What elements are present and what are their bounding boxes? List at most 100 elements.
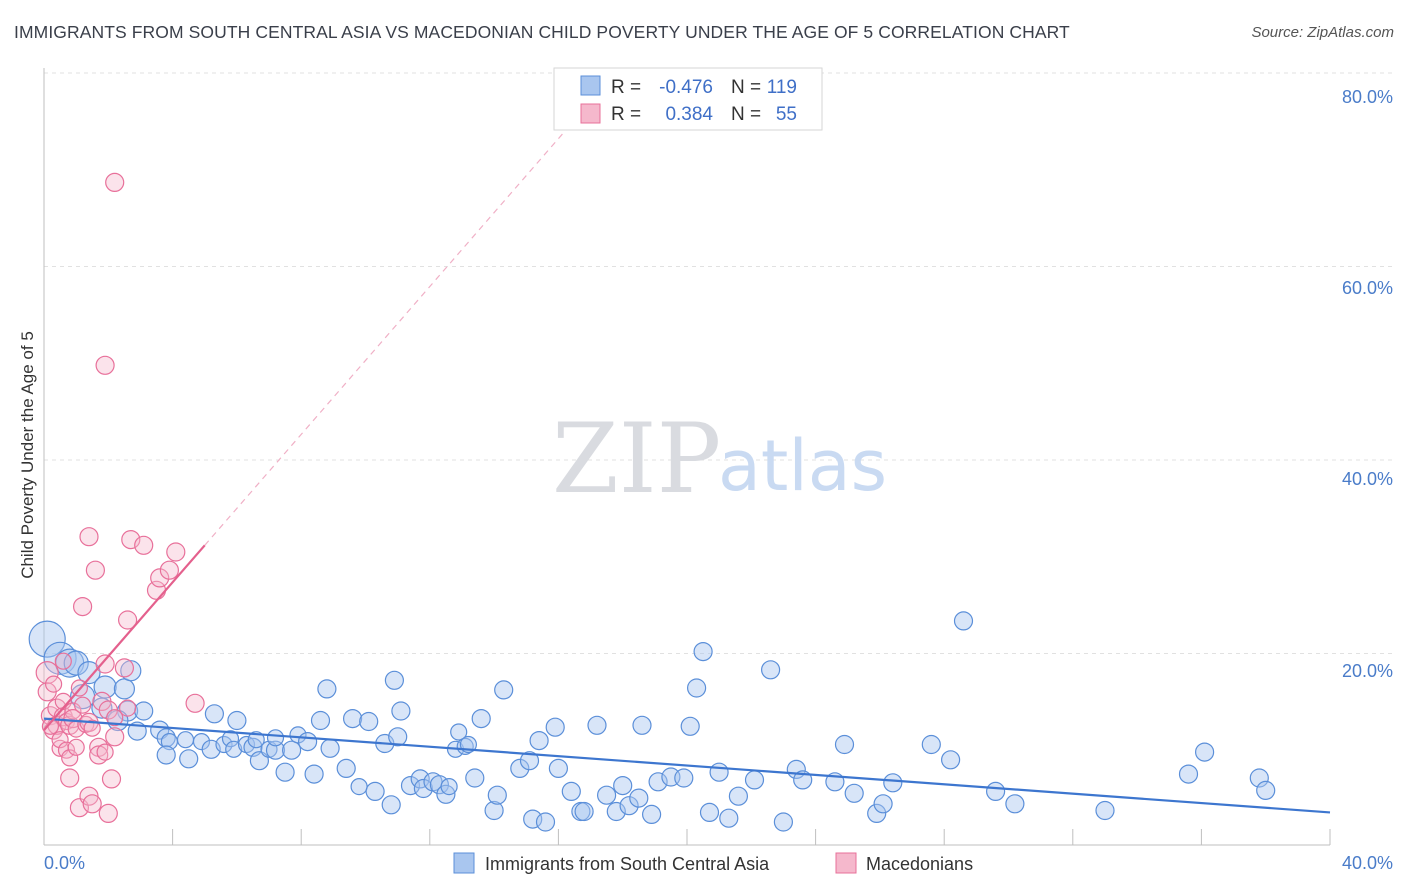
point-south-central-asia xyxy=(641,804,662,825)
point-south-central-asia xyxy=(686,678,707,698)
point-south-central-asia xyxy=(450,723,468,741)
point-macedonians xyxy=(117,610,138,630)
point-south-central-asia xyxy=(1194,742,1215,762)
point-macedonians xyxy=(114,658,135,678)
point-south-central-asia xyxy=(336,758,356,779)
point-macedonians xyxy=(67,738,85,756)
stats-n-label-blue: N = xyxy=(731,77,761,98)
point-macedonians xyxy=(44,675,63,693)
point-macedonians xyxy=(82,794,102,814)
point-south-central-asia xyxy=(629,788,649,808)
trendline-macedonians-extension xyxy=(204,119,575,546)
point-macedonians xyxy=(134,535,154,555)
point-macedonians xyxy=(51,731,69,749)
point-south-central-asia xyxy=(384,670,404,690)
grid-layer xyxy=(44,72,1392,654)
point-south-central-asia xyxy=(359,711,379,732)
stats-r-label-blue: R = xyxy=(611,77,641,98)
point-macedonians xyxy=(79,527,99,547)
point-macedonians xyxy=(95,654,115,674)
point-macedonians xyxy=(41,717,60,735)
point-macedonians xyxy=(73,696,92,714)
legend-swatch-south-central-asia xyxy=(453,852,475,874)
point-south-central-asia xyxy=(1005,794,1025,814)
point-south-central-asia xyxy=(699,802,720,823)
point-south-central-asia xyxy=(150,720,170,740)
x-tick-label: 0.0% xyxy=(44,853,85,873)
y-tick-label: 80.0% xyxy=(1342,87,1393,107)
trend-layer xyxy=(43,119,1331,814)
point-south-central-asia xyxy=(179,749,199,769)
chart-title: IMMIGRANTS FROM SOUTH CENTRAL ASIA VS MA… xyxy=(14,22,1070,42)
point-south-central-asia xyxy=(1249,768,1269,788)
point-south-central-asia xyxy=(587,715,607,735)
point-south-central-asia xyxy=(465,768,485,788)
point-south-central-asia xyxy=(247,731,265,749)
point-macedonians xyxy=(105,727,125,747)
point-south-central-asia xyxy=(867,803,887,824)
point-macedonians xyxy=(159,560,179,580)
stats-n-value-blue: 119 xyxy=(767,77,797,98)
point-south-central-asia xyxy=(648,772,668,792)
point-south-central-asia xyxy=(43,641,77,675)
point-south-central-asia xyxy=(365,781,385,802)
point-macedonians xyxy=(64,702,82,720)
stats-n-label-pink: N = xyxy=(731,104,761,125)
point-south-central-asia xyxy=(873,794,893,814)
point-south-central-asia xyxy=(510,758,530,779)
point-south-central-asia xyxy=(773,812,794,832)
point-south-central-asia xyxy=(317,679,337,699)
points-layer xyxy=(28,172,1276,832)
point-south-central-asia xyxy=(574,801,594,822)
point-south-central-asia xyxy=(440,777,458,796)
point-south-central-asia xyxy=(728,786,749,806)
point-south-central-asia xyxy=(156,745,176,765)
point-south-central-asia xyxy=(487,785,507,805)
point-south-central-asia xyxy=(484,800,504,821)
point-macedonians xyxy=(166,542,186,562)
stats-r-label-pink: R = xyxy=(611,104,641,125)
stats-legend-box: R = -0.476 N = 119 R = 0.384 N = 55 xyxy=(553,67,823,131)
point-macedonians xyxy=(185,693,205,713)
x-tick-label: 40.0% xyxy=(1342,853,1393,873)
point-south-central-asia xyxy=(760,660,781,680)
point-south-central-asia xyxy=(310,710,331,731)
point-south-central-asia xyxy=(545,717,565,737)
point-south-central-asia xyxy=(844,783,864,803)
y-tick-label: 40.0% xyxy=(1342,469,1393,489)
point-south-central-asia xyxy=(606,801,626,822)
axes-layer xyxy=(43,68,1331,846)
point-macedonians xyxy=(60,768,80,788)
stats-swatch-pink xyxy=(580,103,601,124)
point-south-central-asia xyxy=(1095,800,1115,821)
point-south-central-asia xyxy=(719,808,739,828)
point-macedonians xyxy=(95,355,115,375)
point-south-central-asia xyxy=(282,740,302,760)
point-south-central-asia xyxy=(494,680,514,700)
point-south-central-asia xyxy=(265,740,286,760)
legend-swatch-macedonians xyxy=(835,852,857,874)
y-tick-label: 60.0% xyxy=(1342,278,1393,298)
point-south-central-asia xyxy=(192,732,211,751)
point-south-central-asia xyxy=(548,758,569,779)
bottom-legend: Immigrants from South Central Asia Maced… xyxy=(453,852,973,874)
point-south-central-asia xyxy=(709,762,729,782)
point-south-central-asia xyxy=(744,770,765,790)
legend-label-south-central-asia: Immigrants from South Central Asia xyxy=(485,854,770,874)
point-south-central-asia xyxy=(298,731,318,752)
point-south-central-asia xyxy=(204,704,224,724)
point-south-central-asia xyxy=(28,620,66,658)
watermark-atlas: atlas xyxy=(718,425,887,507)
point-south-central-asia xyxy=(304,764,324,784)
point-south-central-asia xyxy=(1256,780,1276,801)
watermark: ZIP atlas xyxy=(552,403,887,515)
stats-r-value-pink: 0.384 xyxy=(665,104,713,125)
point-macedonians xyxy=(96,743,114,761)
point-macedonians xyxy=(54,652,72,670)
point-south-central-asia xyxy=(632,715,652,735)
point-south-central-asia xyxy=(176,731,195,749)
point-south-central-asia xyxy=(350,777,368,796)
point-south-central-asia xyxy=(1178,764,1199,784)
point-south-central-asia xyxy=(275,762,295,782)
